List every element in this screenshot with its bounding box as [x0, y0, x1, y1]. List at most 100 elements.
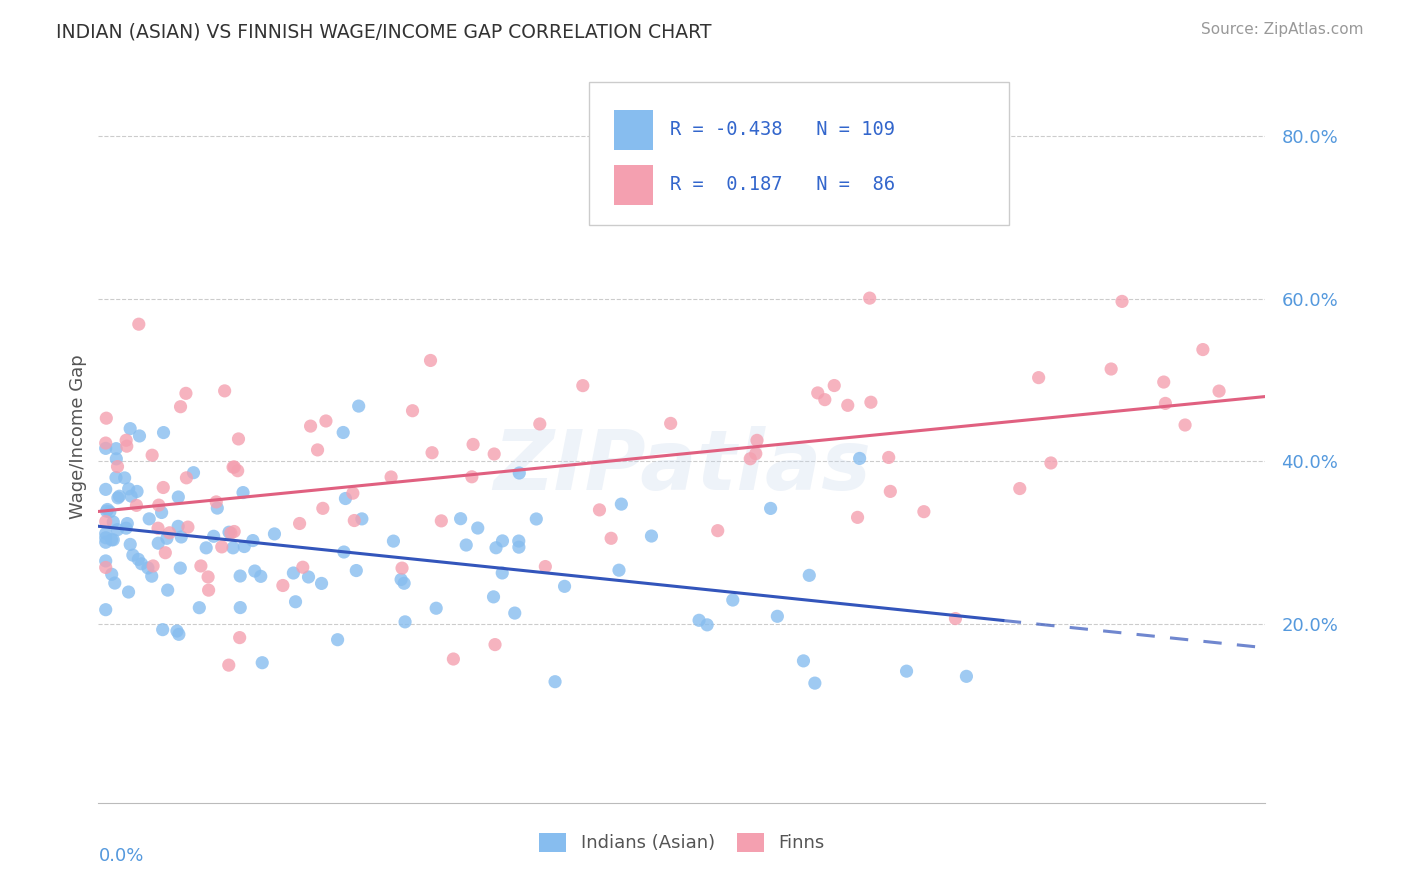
Point — [1192, 343, 1215, 357]
Point — [103, 533, 125, 547]
Point — [297, 570, 319, 584]
Point — [121, 548, 143, 562]
Point — [792, 654, 814, 668]
Point — [224, 524, 246, 539]
Point — [344, 564, 367, 578]
Point — [94, 442, 117, 456]
Point — [100, 533, 122, 547]
Point — [394, 615, 416, 629]
Point — [391, 561, 413, 575]
Point — [169, 400, 191, 414]
Point — [232, 485, 254, 500]
Point — [107, 459, 129, 474]
Point — [202, 529, 225, 543]
Point — [159, 525, 181, 540]
Point — [534, 559, 557, 574]
Point — [524, 512, 547, 526]
Point — [148, 536, 170, 550]
Point — [283, 566, 305, 580]
Text: R = -0.438   N = 109: R = -0.438 N = 109 — [671, 120, 896, 139]
Point — [218, 525, 240, 540]
Point — [188, 600, 211, 615]
Point — [640, 529, 662, 543]
Point — [419, 353, 441, 368]
Point — [222, 460, 245, 475]
Point — [482, 590, 505, 604]
Point — [607, 563, 630, 577]
Point — [271, 578, 294, 592]
Point — [288, 516, 311, 531]
Point — [312, 501, 335, 516]
Point — [1039, 456, 1062, 470]
Point — [120, 489, 142, 503]
Point — [420, 446, 443, 460]
Point — [233, 540, 256, 554]
Point — [610, 497, 633, 511]
Point — [167, 490, 190, 504]
Point — [307, 442, 329, 457]
Point — [799, 568, 821, 582]
Point — [94, 535, 117, 549]
Point — [176, 471, 198, 485]
Point — [1154, 396, 1177, 410]
Point — [508, 540, 530, 554]
Point — [600, 531, 623, 545]
Point — [107, 523, 129, 537]
Point — [226, 464, 249, 478]
Point — [96, 411, 118, 425]
Point — [879, 484, 901, 499]
Point — [166, 624, 188, 638]
Point — [195, 541, 218, 555]
Point — [167, 519, 190, 533]
Point — [846, 510, 869, 524]
Point — [98, 505, 121, 519]
Point — [955, 669, 977, 683]
Point — [117, 516, 139, 531]
Point — [228, 432, 250, 446]
Point — [228, 631, 250, 645]
Point — [229, 600, 252, 615]
Point — [125, 484, 148, 499]
Point — [156, 531, 179, 545]
Point — [146, 521, 169, 535]
Y-axis label: Wage/Income Gap: Wage/Income Gap — [69, 355, 87, 519]
Point — [1099, 362, 1122, 376]
Point — [485, 541, 508, 555]
Point — [425, 601, 447, 615]
Point — [128, 429, 150, 443]
Point — [401, 403, 423, 417]
Point — [508, 534, 530, 549]
Point — [382, 534, 405, 549]
Point — [127, 552, 149, 566]
Point — [588, 503, 610, 517]
Point — [94, 515, 117, 529]
Point — [120, 422, 142, 436]
Legend: Indians (Asian), Finns: Indians (Asian), Finns — [531, 826, 832, 860]
Point — [766, 609, 789, 624]
Point — [214, 384, 236, 398]
Point — [807, 386, 830, 401]
Point — [114, 471, 136, 485]
Point — [859, 291, 882, 305]
Point — [155, 546, 177, 560]
Point — [837, 398, 859, 412]
Point — [107, 491, 129, 505]
Point — [544, 674, 567, 689]
Point — [945, 611, 967, 625]
Point — [688, 613, 710, 627]
Point — [243, 564, 266, 578]
Point — [117, 585, 139, 599]
Point — [252, 656, 274, 670]
Point — [912, 505, 935, 519]
Point — [131, 557, 153, 571]
Point — [94, 436, 117, 450]
Point — [94, 554, 117, 568]
Point — [740, 451, 762, 466]
Point — [190, 558, 212, 573]
Point — [315, 414, 337, 428]
Point — [380, 470, 402, 484]
Point — [103, 515, 125, 529]
Point — [1153, 375, 1175, 389]
Point — [284, 595, 307, 609]
Point — [350, 512, 373, 526]
